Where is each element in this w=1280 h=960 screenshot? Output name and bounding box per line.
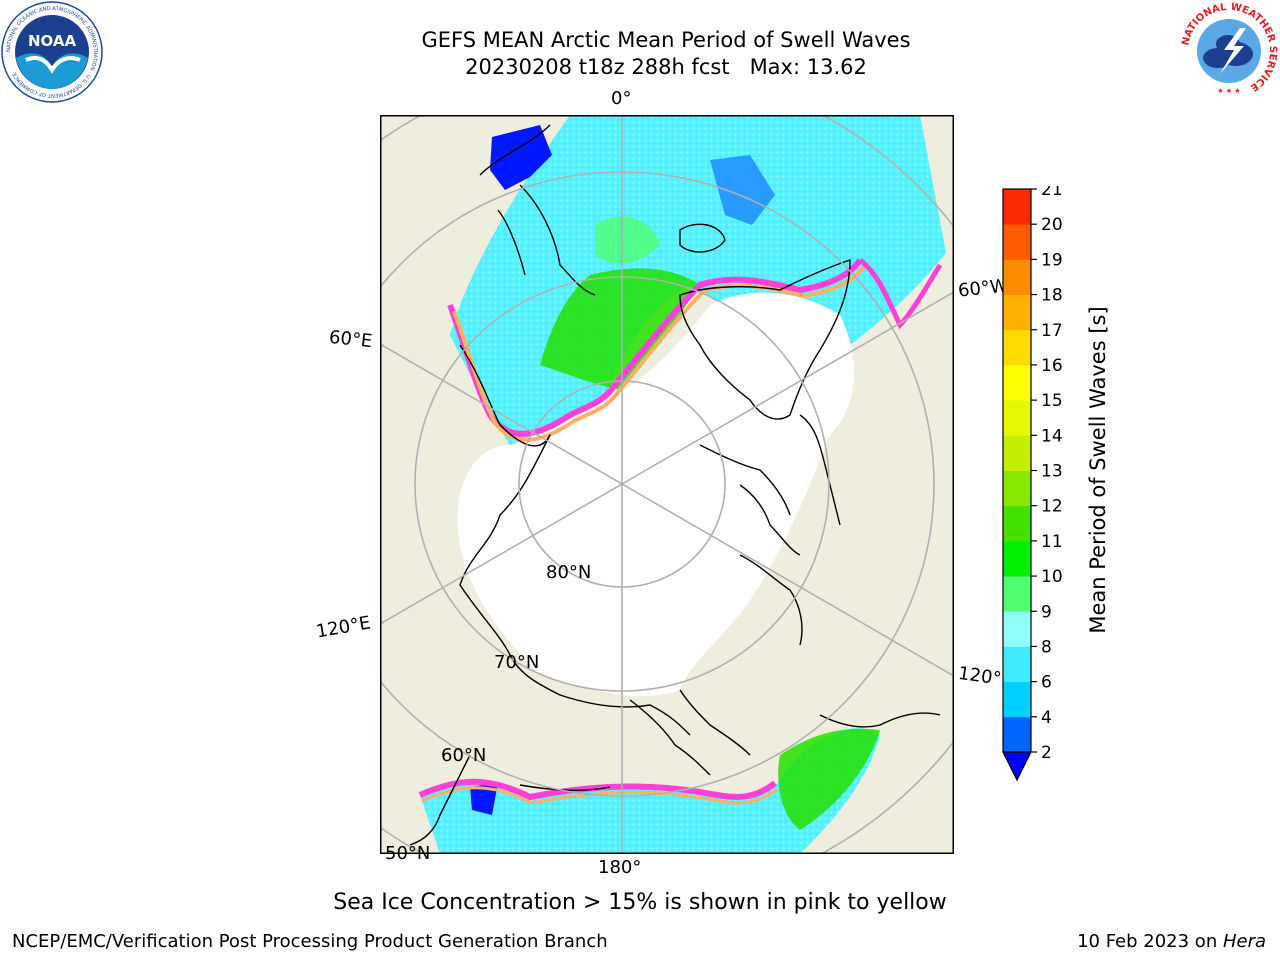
meridian-120e-60w [380,291,954,625]
colorbar-segment [1003,681,1031,718]
colorbar-segment [1003,329,1031,366]
lon-label-180: 180° [598,857,642,878]
date-text: 10 Feb 2023 on [1077,931,1223,952]
colorbar-tick-label: 2 [1041,743,1052,763]
colorbar-segment [1003,611,1031,647]
green-zone-barents [540,268,700,390]
colorbar-segment [1003,646,1031,683]
colorbar-tick-label: 21 [1041,186,1063,200]
lat-label-50: 50°N [385,843,431,864]
colorbar-tick-label: 9 [1041,602,1052,622]
nws-logo: NATIONAL WEATHER SERVICE ★ ★ ★ [1180,2,1278,100]
colorbar-segment [1003,540,1031,577]
colorbar-segment [1003,470,1031,507]
sea-ice [457,292,854,697]
colorbar-tick-label: 14 [1041,426,1063,446]
colorbar-tick-label: 10 [1041,567,1063,587]
colorbar-tick-label: 15 [1041,391,1063,411]
lat-label-70: 70°N [494,652,540,673]
colorbar-tick-label: 19 [1041,250,1063,270]
coastlines [409,124,941,846]
colorbar-segment [1003,716,1031,753]
colorbar-tick-label: 18 [1041,286,1063,306]
blue-patch-baltic [490,125,552,190]
colorbar-label: Mean Period of Swell Waves [s] [1086,306,1110,634]
colorbar-segment [1003,189,1031,225]
date-stamp: 10 Feb 2023 on Hera [1077,931,1266,952]
graticule [380,115,954,854]
colorbar-segment [1003,259,1031,295]
colorbar-tick-label: 13 [1041,462,1063,482]
lat-label-80: 80°N [546,562,592,583]
chart-title: GEFS MEAN Arctic Mean Period of Swell Wa… [421,28,911,52]
colorbar-tick-label: 17 [1041,321,1063,341]
colorbar-segment [1003,505,1031,542]
chart-subtitle: 20230208 t18z 288h fcst Max: 13.62 [465,55,867,79]
noaa-logo: NATIONAL OCEANIC AND ATMOSPHERIC ADMINIS… [1,1,103,103]
colorbar-segment [1003,435,1031,471]
blue-patch-norwegian [710,155,775,225]
lon-label-0: 0° [611,88,632,109]
colorbar: 2 4 6 8 9 10 11 12 13 14 15 16 17 18 19 20 21 [1002,186,1063,782]
svg-text:★ ★ ★: ★ ★ ★ [1217,87,1240,95]
colorbar-under-triangle [1002,751,1032,782]
machine-name: Hera [1222,931,1266,952]
sea-ice-note: Sea Ice Concentration > 15% is shown in … [333,890,947,915]
colorbar-segment [1003,364,1031,401]
meridian-60e-120w [380,343,954,677]
colorbar-tick-label: 11 [1041,532,1063,552]
colorbar-tick-label: 8 [1041,637,1052,657]
branch-credit: NCEP/EMC/Verification Post Processing Pr… [12,931,608,952]
colorbar-tick-label: 16 [1041,356,1063,376]
colorbar-tick-label: 4 [1041,708,1052,728]
green-zone-gulf-of-alaska [778,728,880,830]
arctic-map [380,115,954,854]
colorbar-segment [1003,294,1031,331]
colorbar-tick-label: 12 [1041,497,1063,517]
colorbar-segment [1003,400,1031,436]
lon-label-60e: 60°E [328,326,374,353]
lon-label-120e: 120°E [314,612,373,643]
colorbar-tick-label: 20 [1041,215,1063,235]
svg-text:NOAA: NOAA [28,32,77,50]
colorbar-segment [1003,576,1031,612]
colorbar-tick-label: 6 [1041,673,1052,693]
lat-label-60: 60°N [441,745,487,766]
colorbar-segment [1003,224,1031,260]
